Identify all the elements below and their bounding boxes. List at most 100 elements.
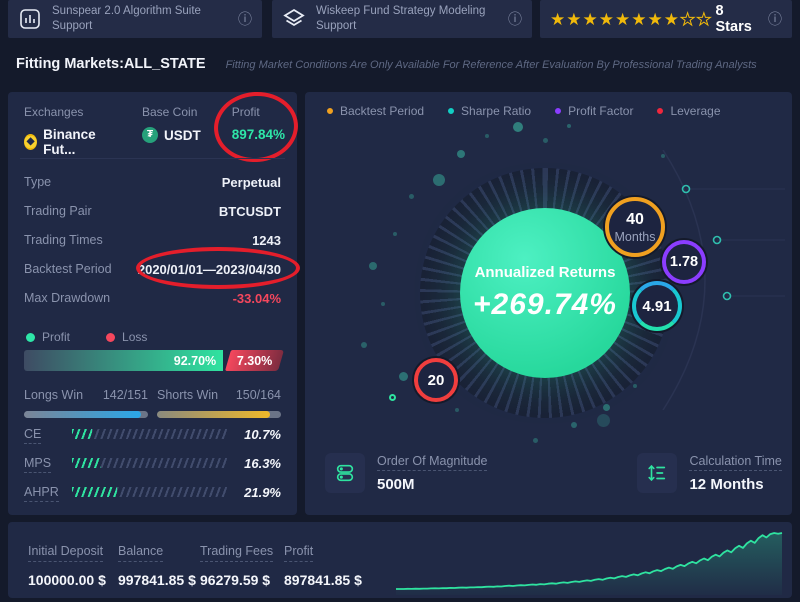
profit-dot-icon: [26, 332, 35, 342]
sort-icon: [637, 452, 678, 493]
base-coin-value[interactable]: ₮ USDT: [142, 127, 206, 143]
exchange-header: Exchanges ◆ Binance Fut... Base Coin ₮ U…: [24, 105, 285, 157]
fitting-markets-row: Fitting Markets:ALL_STATE Fitting Market…: [16, 56, 757, 72]
calculation-time-label[interactable]: Calculation Time: [689, 454, 782, 471]
badge-leverage: 20: [414, 358, 458, 402]
detail-row-trading-pair: Trading Pair BTCUSDT: [24, 203, 281, 219]
fitting-markets-note: Fitting Market Conditions Are Only Avail…: [225, 59, 757, 71]
equity-chart: [396, 532, 783, 595]
order-of-magnitude-label[interactable]: Order Of Magnitude: [377, 454, 488, 471]
red-ring-icon: [657, 108, 664, 114]
annualized-returns-gauge: Annualized Returns +269.74%: [460, 208, 630, 378]
order-of-magnitude-value: 500M: [377, 476, 415, 493]
metric-row-ce: CE 10.7%: [24, 426, 281, 444]
loss-dot-icon: [106, 332, 116, 342]
profit-loss-legend: Profit Loss: [26, 330, 147, 344]
ahpr-value: 21.9%: [244, 484, 281, 500]
metric-row-ahpr: AHPR 21.9%: [24, 484, 281, 502]
loss-bar-segment: 7.30%: [224, 350, 285, 371]
orange-ring-icon: [327, 108, 333, 114]
shorts-win-value: 150/164: [235, 388, 281, 402]
mps-bar: [72, 458, 227, 468]
exchanges-value[interactable]: ◆ Binance Fut...: [24, 127, 116, 157]
profit-label: Profit: [231, 105, 260, 119]
detail-row-backtest-period: Backtest Period 2020/01/01—2023/04/30: [24, 261, 281, 277]
rating-label: 8 Stars: [715, 3, 752, 35]
star-row: ★ ★ ★ ★ ★ ★ ★ ★ ★ ★: [550, 9, 713, 29]
topbar-card-rating: ★ ★ ★ ★ ★ ★ ★ ★ ★ ★ 8 Stars ⓘ: [540, 0, 792, 38]
equity-line: [396, 532, 783, 590]
badge-sharpe-ratio: 4.91: [632, 281, 682, 331]
layers-icon: [283, 8, 305, 27]
metric-row-mps: MPS 16.3%: [24, 455, 281, 473]
ce-value: 10.7%: [244, 426, 281, 442]
longs-win: Longs Win 142/151: [24, 388, 148, 418]
server-icon: [325, 452, 365, 493]
bar-chart-icon: [20, 9, 40, 29]
base-coin-column: Base Coin ₮ USDT: [142, 105, 206, 157]
equity-area: [396, 533, 782, 595]
initial-deposit-stat: Initial Deposit 100000.00 $: [28, 542, 106, 588]
info-icon[interactable]: ⓘ: [768, 11, 782, 27]
trading-fees-label[interactable]: Trading Fees: [200, 544, 274, 562]
balance-label[interactable]: Balance: [118, 544, 164, 562]
star-filled-icon: ★: [647, 9, 664, 29]
shorts-win-label: Shorts Win: [157, 388, 219, 402]
account-summary-panel: Initial Deposit 100000.00 $ Balance 9978…: [8, 522, 792, 598]
legend-loss: Loss: [106, 330, 147, 344]
binance-icon: ◆: [24, 134, 38, 150]
legend-profit: Profit: [26, 330, 70, 344]
star-empty-icon: ★: [696, 9, 713, 29]
trading-fees-value: 96279.59 $: [200, 572, 271, 588]
detail-row-type: Type Perpetual: [24, 174, 281, 190]
ahpr-label[interactable]: AHPR: [24, 485, 70, 502]
balance-value: 997841.85 $: [118, 572, 196, 588]
star-filled-icon: ★: [582, 9, 599, 29]
calculation-time-value: 12 Months: [689, 476, 764, 493]
legend-sharpe-ratio: Sharpe Ratio: [448, 104, 531, 118]
profit-value: 897.84%: [231, 127, 285, 142]
longs-win-label: Longs Win: [24, 388, 84, 402]
trading-fees-stat: Trading Fees 96279.59 $: [200, 542, 274, 588]
exchanges-column: Exchanges ◆ Binance Fut...: [24, 105, 116, 157]
gauge-legend: Backtest Period Sharpe Ratio Profit Fact…: [327, 104, 721, 118]
badge-profit-factor: 1.78: [662, 240, 706, 284]
order-of-magnitude-item: Order Of Magnitude 500M: [325, 452, 488, 493]
profit-column: Profit 897.84%: [232, 105, 285, 157]
teal-ring-icon: [448, 108, 455, 114]
ce-bar: [72, 429, 227, 439]
star-empty-icon: ★: [679, 9, 697, 29]
info-icon[interactable]: ⓘ: [238, 11, 252, 27]
detail-row-trading-times: Trading Times 1243: [24, 232, 281, 248]
profit-loss-bar: 92.70% 7.30%: [24, 350, 285, 371]
calculation-time-item: Calculation Time 12 Months: [637, 452, 782, 493]
profit-bar-segment: 92.70%: [24, 350, 224, 371]
badge-backtest-months: 40 Months: [605, 197, 665, 257]
card-title: Sunspear 2.0 Algorithm Suite Support: [52, 5, 201, 32]
balance-stat: Balance 997841.85 $: [118, 542, 196, 588]
initial-deposit-value: 100000.00 $: [28, 572, 106, 588]
win-rates: Longs Win 142/151 Shorts Win 150/164: [24, 388, 281, 418]
legend-leverage: Leverage: [657, 104, 721, 118]
gauge-info-row: Order Of Magnitude 500M Calculation Time…: [325, 452, 782, 493]
star-filled-icon: ★: [663, 9, 680, 29]
legend-profit-factor: Profit Factor: [555, 104, 633, 118]
initial-deposit-label[interactable]: Initial Deposit: [28, 544, 104, 562]
topbar-card-sunspear[interactable]: Sunspear 2.0 Algorithm Suite Support ⓘ: [8, 0, 262, 38]
fitting-markets-title: Fitting Markets:ALL_STATE: [16, 56, 206, 72]
star-filled-icon: ★: [598, 9, 615, 29]
shorts-win-bar: [157, 411, 281, 418]
star-filled-icon: ★: [550, 9, 567, 29]
gauge-title: Annualized Returns: [474, 264, 616, 281]
longs-win-bar: [24, 411, 148, 418]
topbar-card-wiskeep[interactable]: Wiskeep Fund Strategy Modeling Support ⓘ: [272, 0, 532, 38]
mps-label[interactable]: MPS: [24, 456, 70, 473]
legend-backtest-period: Backtest Period: [327, 104, 424, 118]
card-title: Wiskeep Fund Strategy Modeling Support: [316, 5, 486, 32]
shorts-win: Shorts Win 150/164: [157, 388, 281, 418]
detail-row-max-drawdown: Max Drawdown -33.04%: [24, 290, 281, 306]
profit-stat-label[interactable]: Profit: [284, 544, 314, 562]
info-icon[interactable]: ⓘ: [508, 11, 522, 27]
ce-label[interactable]: CE: [24, 427, 70, 444]
